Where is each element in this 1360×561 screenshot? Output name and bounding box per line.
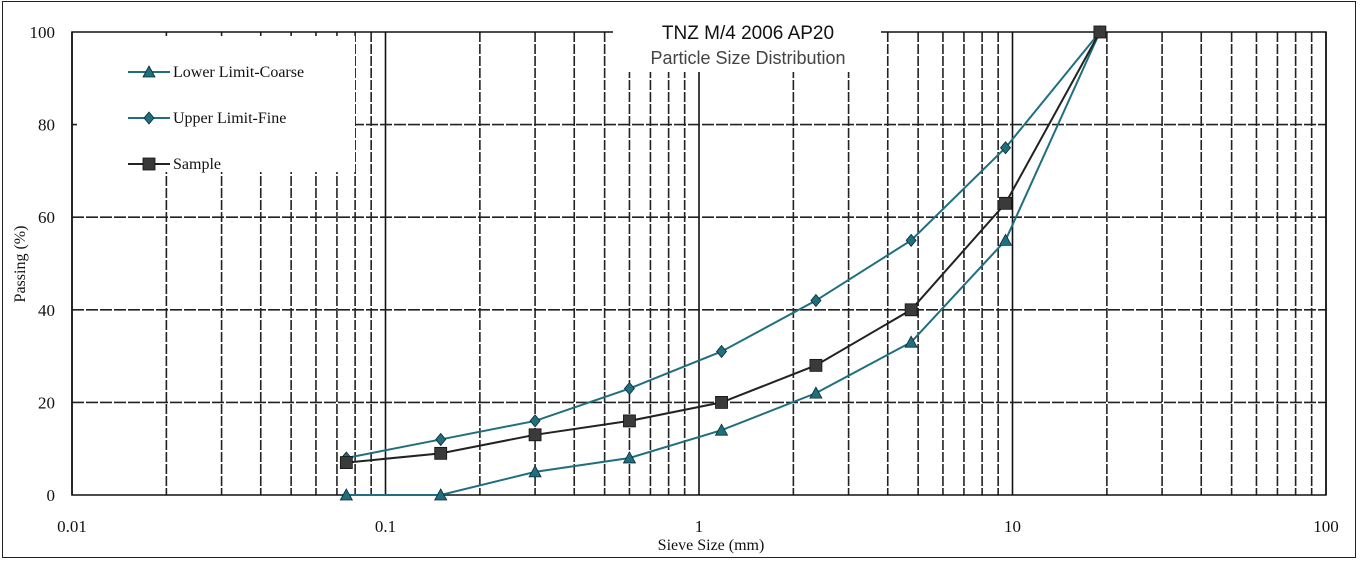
legend-label: Upper Limit-Fine (173, 110, 286, 127)
y-tick-label: 0 (47, 486, 56, 505)
series-line (346, 31, 1101, 496)
square-marker (623, 414, 636, 428)
diamond-marker (905, 233, 917, 247)
x-axis-title: Sieve Size (mm) (658, 537, 765, 554)
triangle-marker (142, 65, 156, 78)
square-marker (434, 446, 448, 460)
chart-subtitle: Particle Size Distribution (650, 48, 845, 68)
y-tick-label: 20 (38, 393, 55, 412)
chart-title: TNZ M/4 2006 AP20 (662, 23, 834, 44)
tick-labels: 0.01 0.1 1 10 100 0 20 40 60 80 100 (30, 23, 1339, 536)
particle-size-chart: 0.01 0.1 1 10 100 0 20 40 60 80 100 TNZ M/4 2006 A… (12, 20, 1339, 554)
y-tick-label: 40 (38, 301, 55, 320)
legend-item: Lower Limit-Coarse (128, 64, 304, 81)
diamond-marker (529, 414, 541, 428)
x-tick-label: 0.01 (57, 517, 87, 536)
diamond-marker (143, 111, 155, 125)
triangle-marker (434, 488, 448, 501)
legend-items: Lower Limit-Coarse Upper Limit-Fine Sample (128, 64, 304, 173)
diamond-marker (999, 141, 1012, 155)
triangle-marker (998, 233, 1013, 246)
diamond-marker (623, 381, 635, 396)
series-sample (339, 25, 1107, 469)
diamond-marker (810, 293, 822, 308)
square-marker (904, 303, 918, 317)
triangle-marker (904, 335, 918, 348)
series-lower-limit-coarse (339, 25, 1107, 501)
x-tick-label: 10 (1004, 517, 1021, 536)
title-box: TNZ M/4 2006 AP20 Particle Size Distribu… (613, 20, 881, 72)
triangle-marker (622, 451, 637, 464)
x-tick-label: 0.1 (375, 517, 396, 536)
x-tick-label: 1 (695, 517, 704, 536)
legend-label: Sample (173, 156, 221, 173)
triangle-marker (809, 386, 823, 399)
legend-item: Sample (128, 156, 221, 173)
series-layer (339, 25, 1107, 501)
legend-label: Lower Limit-Coarse (173, 64, 304, 81)
legend-background (77, 36, 355, 172)
square-marker (809, 358, 823, 372)
square-marker (528, 428, 542, 442)
diamond-marker (435, 432, 447, 447)
square-marker (339, 456, 353, 469)
diamond-marker (716, 344, 728, 359)
y-tick-label: 60 (38, 208, 55, 227)
y-tick-label: 80 (38, 116, 55, 135)
triangle-marker (714, 423, 729, 436)
y-axis-title: Passing (%) (12, 226, 29, 303)
square-marker (715, 395, 728, 409)
triangle-marker (528, 465, 542, 478)
triangle-marker (339, 488, 354, 501)
series-line (346, 31, 1101, 459)
y-tick-label: 100 (30, 23, 56, 42)
square-marker (142, 157, 156, 171)
square-marker (999, 196, 1012, 210)
x-tick-label: 100 (1313, 517, 1339, 536)
legend-item: Upper Limit-Fine (128, 110, 286, 127)
title-background (613, 20, 881, 72)
square-marker (1093, 25, 1107, 39)
legend: Lower Limit-Coarse Upper Limit-Fine Sample (77, 36, 355, 173)
series-upper-limit-fine (340, 25, 1106, 465)
